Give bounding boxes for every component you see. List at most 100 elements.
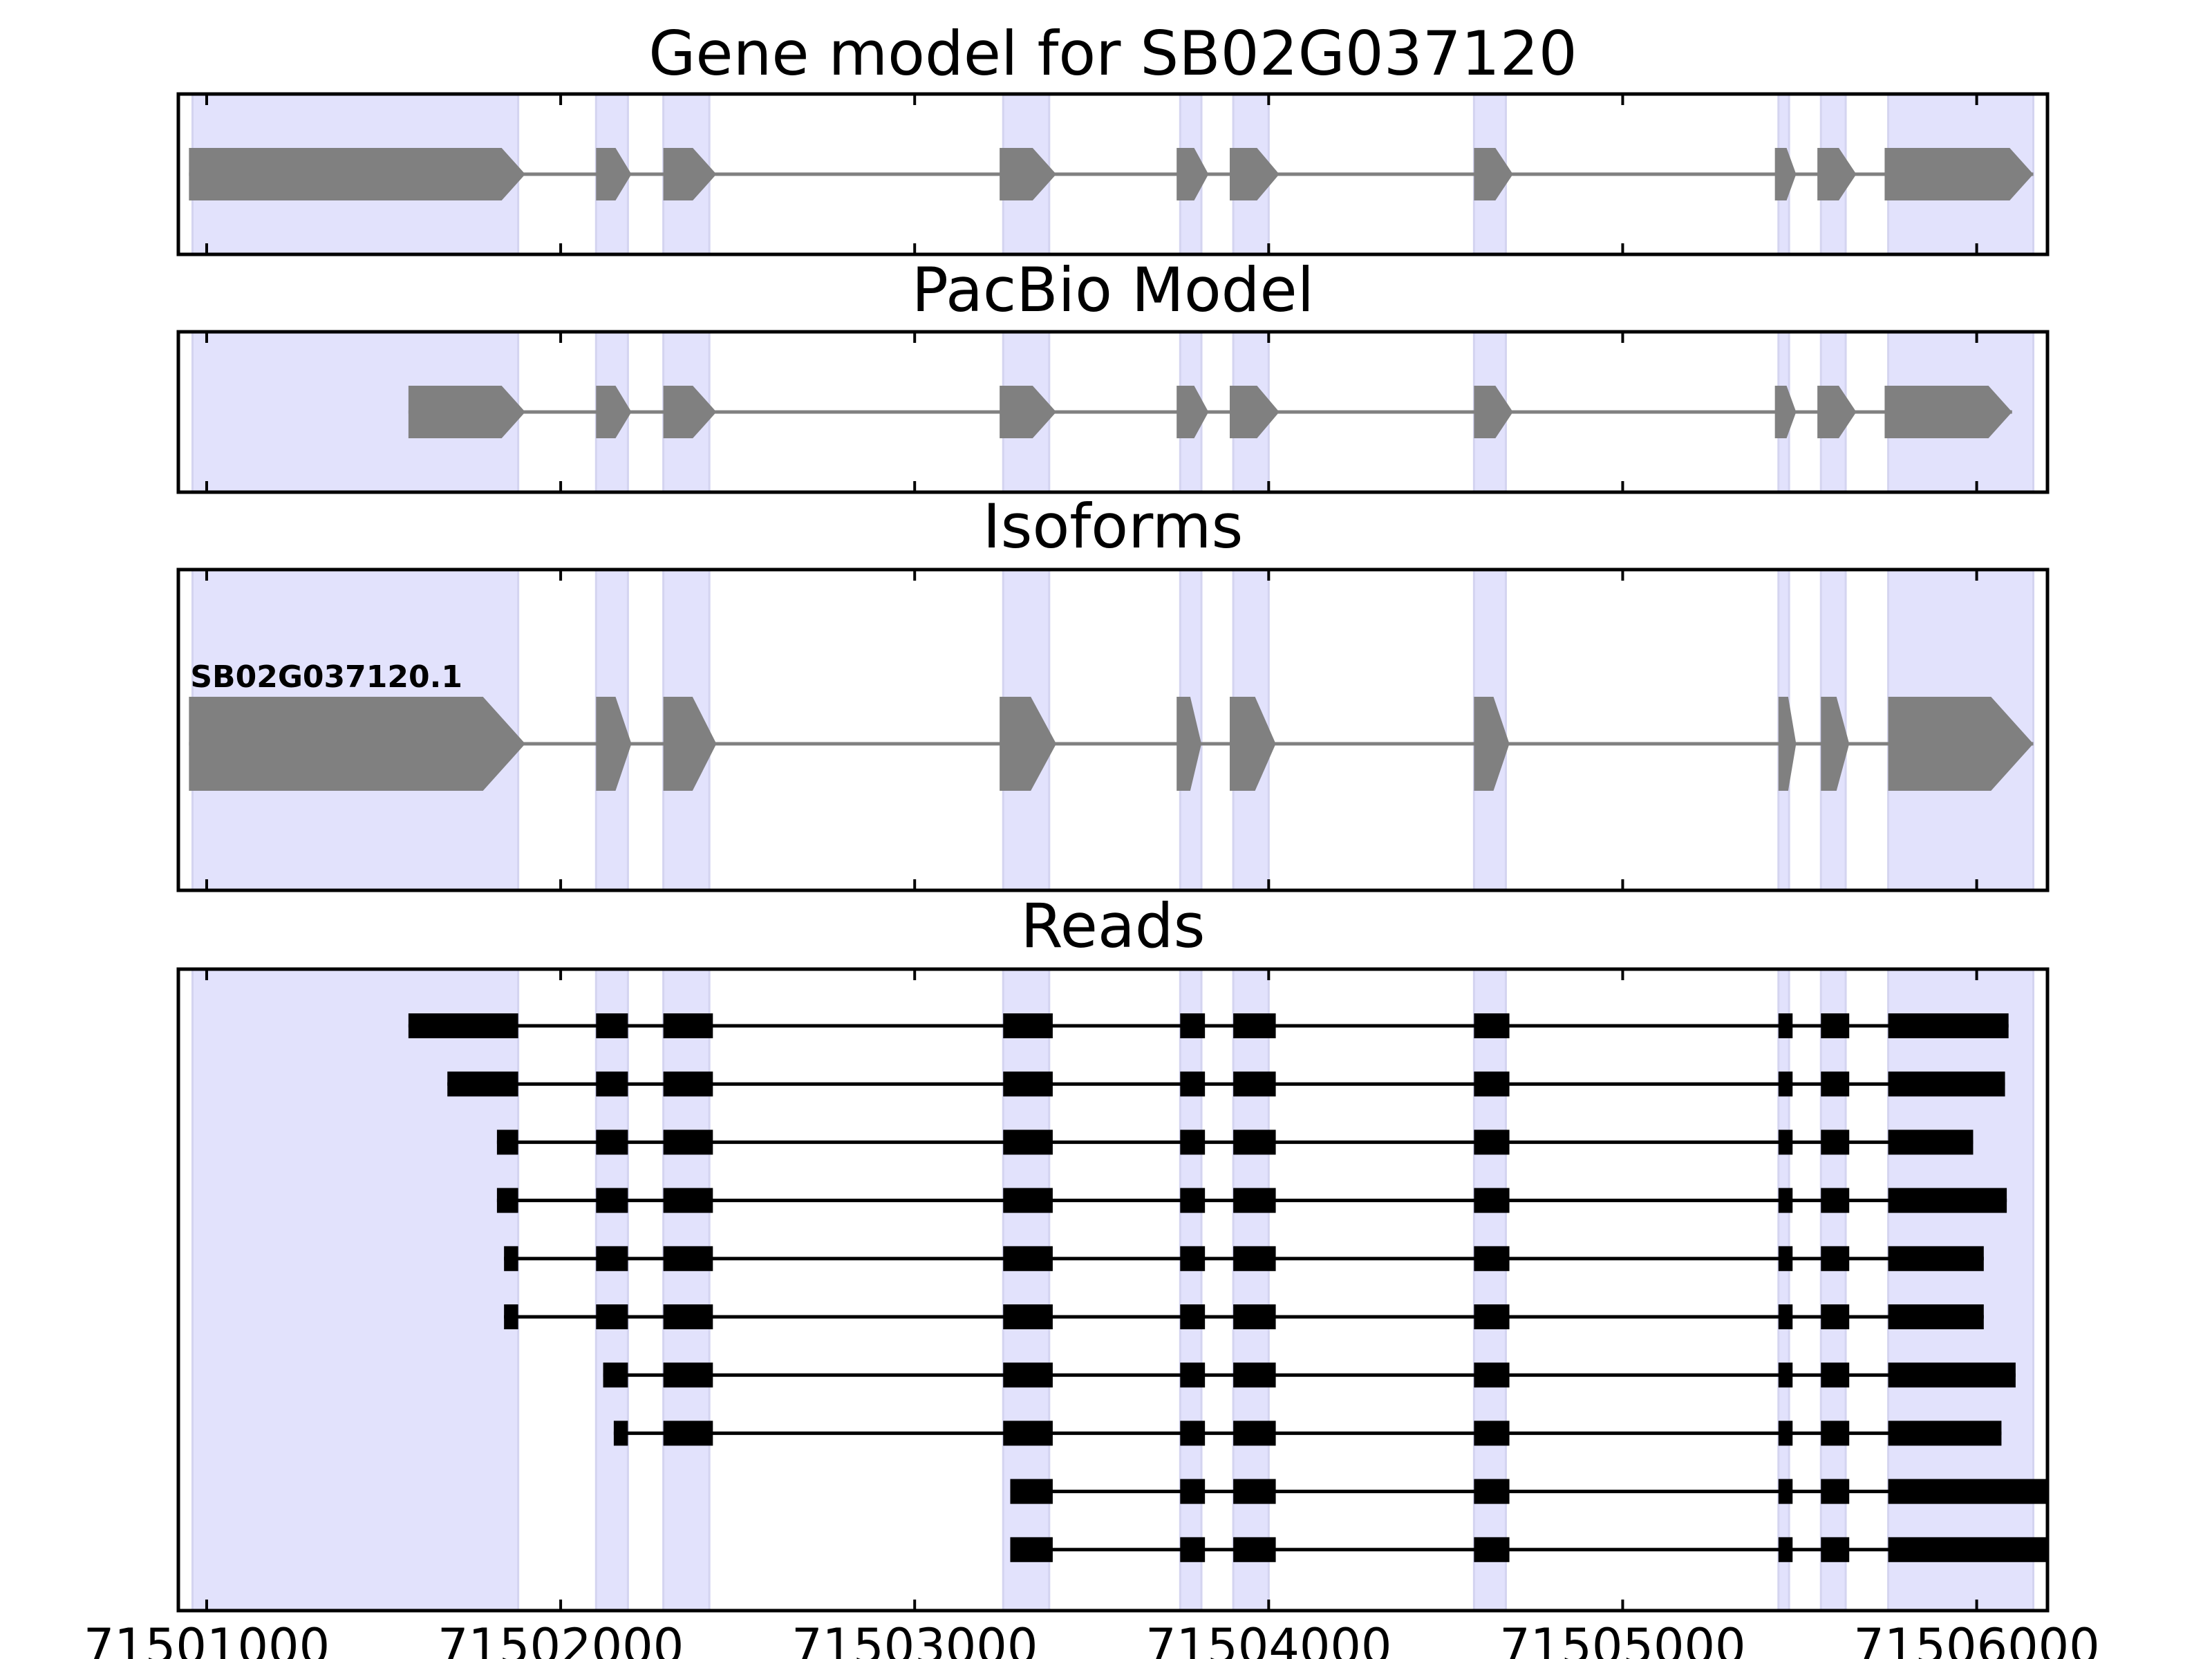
read-exon-block bbox=[1003, 1362, 1053, 1388]
read-exon-block bbox=[1778, 1421, 1793, 1446]
read-exon-block bbox=[1474, 1362, 1510, 1388]
read-exon-block bbox=[663, 1130, 713, 1155]
read-exon-block bbox=[1821, 1537, 1850, 1562]
read-exon-block bbox=[1778, 1537, 1793, 1562]
exon-arrow bbox=[1821, 697, 1850, 791]
read-exon-block bbox=[1821, 1246, 1850, 1271]
read-exon-block bbox=[663, 1071, 713, 1097]
read-exon-block bbox=[1003, 1246, 1053, 1271]
panel-title: Isoforms bbox=[983, 491, 1244, 562]
read-8 bbox=[613, 1421, 2002, 1446]
read-exon-block bbox=[1233, 1421, 1276, 1446]
read-exon-block bbox=[496, 1130, 518, 1155]
read-exon-block bbox=[1778, 1479, 1793, 1504]
read-exon-block bbox=[1233, 1304, 1276, 1329]
read-exon-block bbox=[1180, 1479, 1206, 1504]
exon-arrow bbox=[1778, 697, 1797, 791]
read-exon-block bbox=[1888, 1479, 2047, 1504]
read-exon-block bbox=[603, 1362, 628, 1388]
read-exon-block bbox=[1180, 1071, 1206, 1097]
read-exon-block bbox=[663, 1362, 713, 1388]
exon-arrow bbox=[408, 386, 525, 438]
exon-arrow bbox=[189, 697, 525, 791]
panel-plot-area bbox=[191, 332, 2035, 492]
read-exon-block bbox=[1233, 1537, 1276, 1562]
read-exon-block bbox=[1233, 1188, 1276, 1213]
read-exon-block bbox=[1474, 1071, 1510, 1097]
read-exon-block bbox=[1180, 1130, 1206, 1155]
read-exon-block bbox=[1778, 1362, 1793, 1388]
exon-arrow bbox=[1000, 148, 1057, 200]
panel-model-1: PacBio Model bbox=[176, 254, 2050, 494]
read-exon-block bbox=[1821, 1421, 1850, 1446]
exon-arrow bbox=[1177, 697, 1202, 791]
exon-highlight-band bbox=[1887, 969, 2035, 1611]
panels-layer: Gene model for SB02G037120 PacBio Model SB… bbox=[84, 18, 2100, 1659]
exon-highlight-band bbox=[1232, 969, 1270, 1611]
panel-frame bbox=[176, 330, 2050, 494]
exon-arrow bbox=[1884, 148, 2034, 200]
read-exon-block bbox=[663, 1421, 713, 1446]
read-exon-block bbox=[663, 1246, 713, 1271]
x-tick-label: 71504000 bbox=[1145, 1618, 1391, 1659]
exon-arrow bbox=[1817, 386, 1857, 438]
read-exon-block bbox=[1888, 1013, 2009, 1038]
read-exon-block bbox=[1233, 1362, 1276, 1388]
panel-model-0: Gene model for SB02G037120 bbox=[176, 18, 2050, 256]
isoform-label: SB02G037120.1 bbox=[190, 659, 462, 695]
panel-reads-3: Reads bbox=[176, 890, 2050, 1613]
read-3 bbox=[496, 1130, 1974, 1155]
read-exon-block bbox=[1888, 1188, 2007, 1213]
read-exon-block bbox=[1003, 1013, 1053, 1038]
read-exon-block bbox=[1474, 1188, 1510, 1213]
exon-highlight-band bbox=[662, 969, 711, 1611]
read-exon-block bbox=[447, 1071, 518, 1097]
read-exon-block bbox=[1778, 1013, 1793, 1038]
read-exon-block bbox=[1888, 1537, 2047, 1562]
read-exon-block bbox=[1003, 1188, 1053, 1213]
exon-arrow bbox=[663, 386, 717, 438]
exon-arrow bbox=[596, 697, 632, 791]
panel-frame bbox=[176, 568, 2050, 892]
exon-arrow bbox=[189, 148, 525, 200]
panel-frame bbox=[176, 92, 2050, 256]
read-exon-block bbox=[1180, 1246, 1206, 1271]
exon-arrow bbox=[1177, 148, 1209, 200]
read-exon-block bbox=[1474, 1130, 1510, 1155]
read-9 bbox=[1010, 1479, 2047, 1504]
read-exon-block bbox=[1778, 1130, 1793, 1155]
read-exon-block bbox=[1474, 1246, 1510, 1271]
exon-arrow bbox=[1000, 386, 1057, 438]
read-exon-block bbox=[1474, 1013, 1510, 1038]
exon-highlight-band bbox=[1002, 969, 1051, 1611]
exon-arrow bbox=[1230, 148, 1280, 200]
exon-highlight-band bbox=[1777, 969, 1790, 1611]
exon-arrow bbox=[663, 148, 717, 200]
read-exon-block bbox=[1474, 1421, 1510, 1446]
exon-arrow bbox=[1774, 386, 1797, 438]
read-exon-block bbox=[1180, 1537, 1206, 1562]
panel-title: Gene model for SB02G037120 bbox=[648, 18, 1577, 89]
read-7 bbox=[603, 1362, 2016, 1388]
read-10 bbox=[1010, 1537, 2047, 1562]
exon-arrow bbox=[1474, 697, 1510, 791]
panel-isoform-2: SB02G037120.1 Isoforms bbox=[176, 491, 2050, 892]
read-exon-block bbox=[1821, 1479, 1850, 1504]
read-exon-block bbox=[596, 1130, 628, 1155]
exon-arrow bbox=[1230, 386, 1280, 438]
read-exon-block bbox=[596, 1304, 628, 1329]
x-tick-label: 71505000 bbox=[1499, 1618, 1745, 1659]
read-exon-block bbox=[1778, 1246, 1793, 1271]
read-exon-block bbox=[1233, 1479, 1276, 1504]
read-exon-block bbox=[1010, 1479, 1053, 1504]
exon-highlight-band bbox=[1819, 969, 1847, 1611]
panel-title: PacBio Model bbox=[912, 254, 1314, 326]
read-exon-block bbox=[1888, 1362, 2016, 1388]
read-exon-block bbox=[1180, 1362, 1206, 1388]
read-exon-block bbox=[613, 1421, 628, 1446]
x-tick-label: 71502000 bbox=[438, 1618, 684, 1659]
read-exon-block bbox=[1821, 1130, 1850, 1155]
read-exon-block bbox=[1778, 1071, 1793, 1097]
exon-arrow bbox=[1230, 697, 1276, 791]
read-exon-block bbox=[1003, 1130, 1053, 1155]
